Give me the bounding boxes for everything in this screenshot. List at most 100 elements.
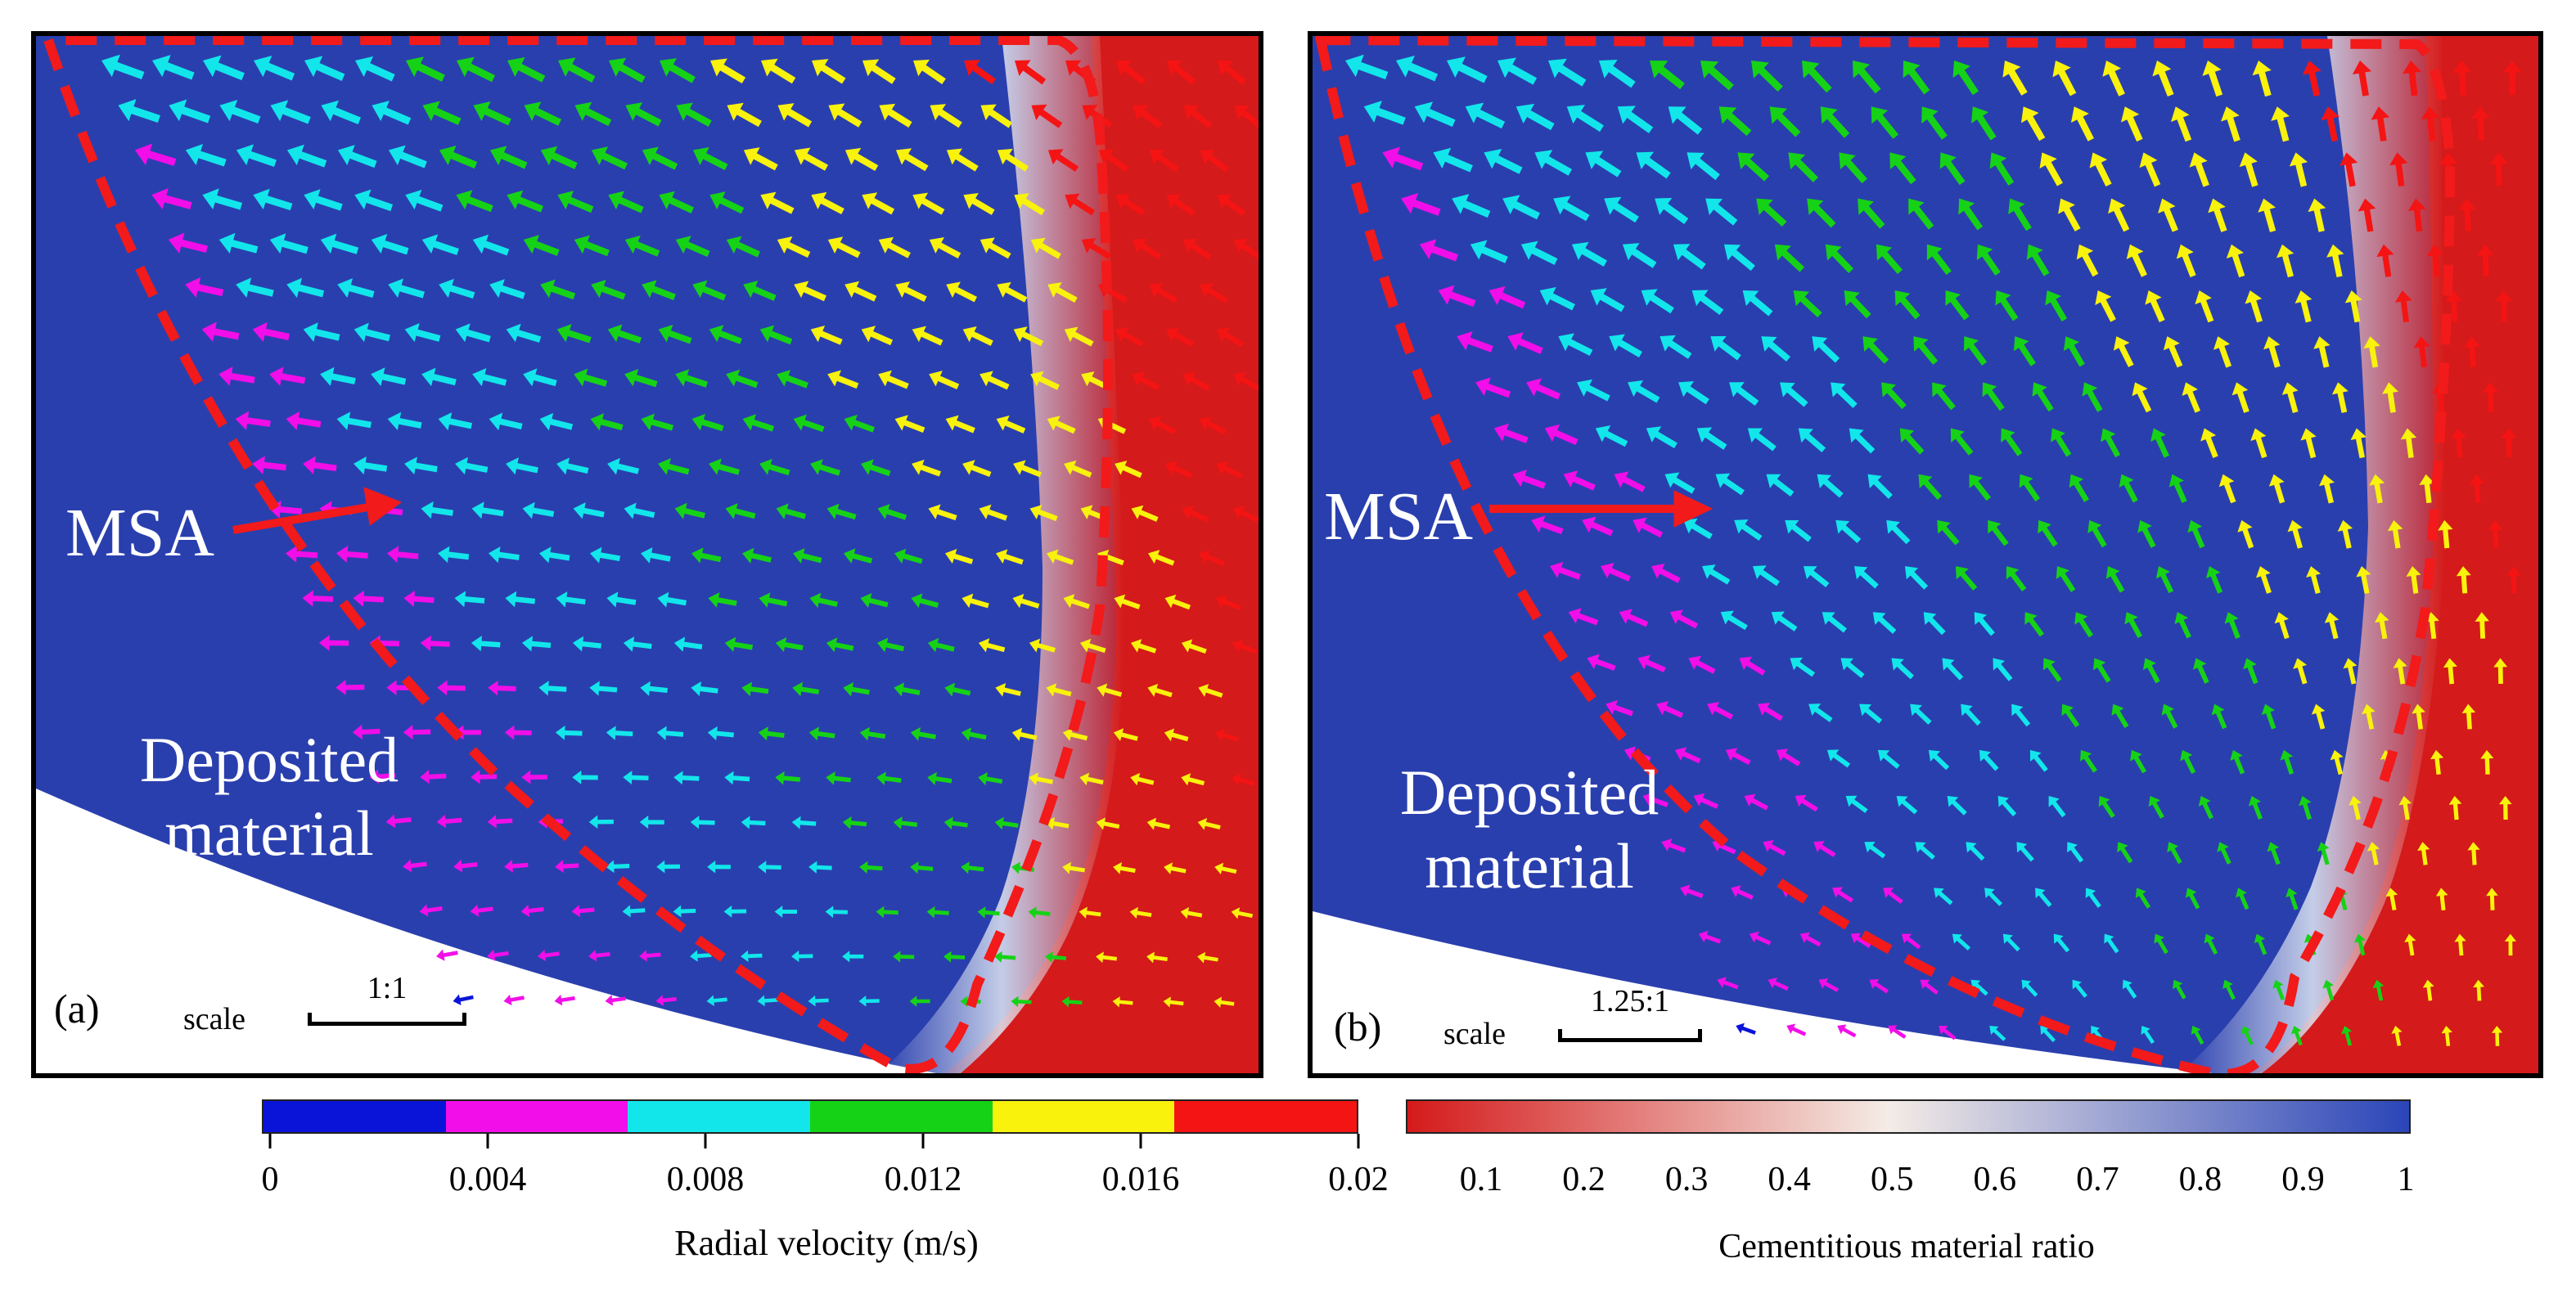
- velocity-arrow: [826, 503, 857, 520]
- scale-bar-b: [1558, 1029, 1702, 1042]
- velocity-arrow: [675, 236, 710, 258]
- velocity-arrow: [1793, 290, 1822, 317]
- velocity-arrow: [457, 56, 496, 83]
- velocity-arrow: [808, 726, 835, 741]
- velocity-arrow: [1976, 244, 2001, 276]
- velocity-arrow: [219, 99, 261, 124]
- velocity-arrow: [1642, 792, 1669, 807]
- velocity-arrow: [2193, 658, 2209, 684]
- velocity-arrow: [2163, 336, 2183, 368]
- velocity-arrow: [1558, 333, 1593, 356]
- velocity-arrow: [2130, 749, 2147, 774]
- velocity-arrow: [2250, 428, 2268, 459]
- velocity-arrow: [1664, 472, 1696, 494]
- velocity-arrow: [2167, 842, 2182, 865]
- velocity-arrow: [2417, 842, 2430, 865]
- velocity-arrow: [827, 236, 861, 258]
- velocity-arrow: [388, 145, 427, 169]
- velocity-arrow: [1031, 104, 1063, 128]
- velocity-arrow: [808, 995, 829, 1007]
- velocity-arrow: [1062, 727, 1088, 741]
- velocity-arrow: [1414, 101, 1456, 127]
- velocity-arrow: [2506, 566, 2521, 594]
- velocity-arrow: [2001, 428, 2023, 456]
- velocity-arrow: [997, 148, 1029, 172]
- velocity-arrow: [710, 58, 746, 83]
- velocity-arrow: [252, 456, 286, 474]
- velocity-arrow: [812, 59, 846, 84]
- velocity-tick-label: 0.008: [666, 1161, 745, 1198]
- velocity-arrow: [1747, 428, 1777, 452]
- ratio-tick-label: 0.7: [2076, 1161, 2119, 1198]
- velocity-arrow: [1563, 470, 1596, 491]
- velocity-arrow: [1382, 146, 1424, 171]
- velocity-color-segment: [810, 1101, 993, 1132]
- ratio-colorbar: [1406, 1099, 2411, 1134]
- velocity-arrow: [1182, 238, 1212, 260]
- velocity-arrow: [2237, 519, 2254, 549]
- velocity-arrow: [2113, 336, 2134, 367]
- velocity-arrow: [2280, 749, 2295, 775]
- velocity-arrow: [2495, 290, 2513, 322]
- velocity-arrow: [1063, 594, 1090, 609]
- velocity-arrow: [1656, 701, 1684, 718]
- velocity-arrow: [2069, 474, 2089, 502]
- velocity-arrow: [997, 281, 1028, 303]
- velocity-arrow: [1199, 416, 1227, 435]
- velocity-arrow: [506, 457, 538, 475]
- msa-label-a: MSA: [65, 495, 215, 571]
- velocity-arrow: [2042, 658, 2062, 682]
- velocity-arrow: [1910, 703, 1932, 725]
- velocity-arrow: [1918, 474, 1942, 501]
- velocity-arrow: [2191, 1026, 2204, 1045]
- velocity-arrow: [321, 100, 362, 125]
- velocity-arrow: [977, 906, 1000, 919]
- flow-field-b: [1313, 36, 2538, 1073]
- velocity-arrow: [1669, 609, 1699, 629]
- velocity-arrow: [1047, 549, 1074, 565]
- velocity-arrow: [1963, 336, 1988, 366]
- velocity-arrow: [1214, 862, 1237, 874]
- velocity-arrow: [269, 366, 306, 386]
- velocity-arrow: [1997, 796, 2017, 816]
- velocity-arrow: [723, 905, 747, 918]
- velocity-arrow: [420, 770, 447, 784]
- velocity-arrow: [742, 547, 772, 564]
- velocity-arrow: [2126, 244, 2147, 277]
- velocity-arrow: [1822, 612, 1847, 633]
- velocity-arrow: [2403, 61, 2422, 97]
- velocity-arrow: [930, 104, 962, 128]
- velocity-arrow: [556, 324, 592, 344]
- velocity-arrow: [2230, 749, 2245, 775]
- velocity-arrow: [588, 815, 614, 829]
- velocity-arrow: [978, 772, 1003, 785]
- velocity-arrow: [1520, 240, 1558, 265]
- velocity-arrow: [641, 413, 674, 431]
- velocity-arrow: [2281, 382, 2299, 413]
- velocity-arrow: [1864, 842, 1886, 859]
- ratio-tick-label: 0.4: [1768, 1161, 1811, 1198]
- velocity-arrow: [1438, 285, 1476, 308]
- velocity-arrow: [2358, 198, 2376, 232]
- velocity-arrow: [1876, 244, 1903, 275]
- velocity-arrow: [1788, 152, 1818, 182]
- velocity-arrow: [674, 502, 705, 519]
- velocity-arrow: [2404, 933, 2416, 956]
- velocity-axis-title: Radial velocity (m/s): [674, 1223, 979, 1263]
- velocity-arrow: [1061, 996, 1083, 1008]
- velocity-arrow: [304, 189, 343, 211]
- velocity-arrow: [1744, 793, 1769, 811]
- velocity-arrow: [503, 994, 525, 1006]
- velocity-arrow: [504, 860, 529, 873]
- velocity-arrow: [2226, 244, 2245, 278]
- velocity-arrow: [1233, 372, 1259, 392]
- velocity-arrow: [1751, 61, 1783, 92]
- velocity-arrow: [1705, 198, 1738, 226]
- velocity-arrow: [1512, 470, 1547, 489]
- velocity-arrow: [876, 637, 905, 653]
- velocity-arrow: [861, 459, 891, 477]
- velocity-arrow: [2222, 979, 2236, 1000]
- velocity-arrow: [1899, 428, 1925, 455]
- velocity-arrow: [1131, 505, 1159, 522]
- velocity-arrow: [1130, 772, 1155, 786]
